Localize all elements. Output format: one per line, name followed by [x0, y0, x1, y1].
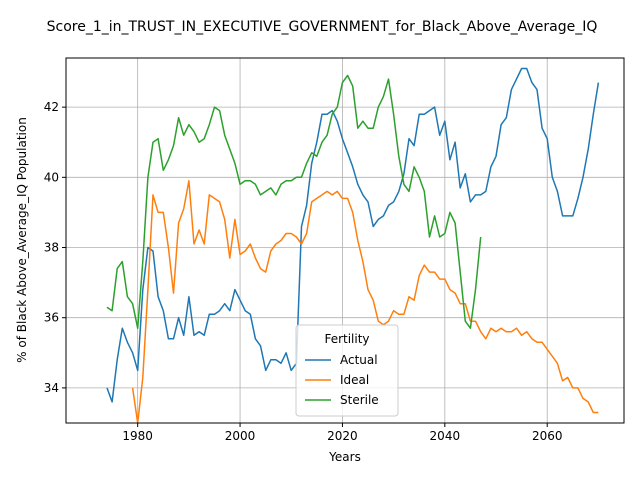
x-tick-label: 2060 — [532, 429, 563, 443]
series-line-actual — [106, 67, 600, 403]
legend: Fertility Actual Ideal Sterile — [295, 324, 399, 417]
x-axis-label: Years — [328, 450, 361, 464]
y-axis: 34 36 38 40 42 — [44, 100, 66, 395]
x-tick-label: 2040 — [430, 429, 461, 443]
series-line-ideal — [131, 180, 599, 424]
plot-frame — [65, 57, 625, 424]
series-layer — [106, 67, 600, 424]
y-tick-label: 40 — [44, 170, 59, 184]
y-tick-label: 42 — [44, 100, 59, 114]
x-tick-label: 2020 — [327, 429, 358, 443]
legend-label-ideal: Ideal — [340, 373, 369, 387]
series-line-sterile — [106, 74, 482, 329]
legend-label-sterile: Sterile — [340, 393, 379, 407]
y-tick-label: 38 — [44, 241, 59, 255]
x-tick-label: 2000 — [225, 429, 256, 443]
x-axis: 1980 2000 2020 2040 2060 — [122, 423, 562, 443]
y-tick-label: 36 — [44, 311, 59, 325]
x-tick-label: 1980 — [122, 429, 153, 443]
legend-title: Fertility — [324, 332, 369, 346]
legend-items: Actual Ideal Sterile — [305, 353, 379, 407]
chart-title: Score_1_in_TRUST_IN_EXECUTIVE_GOVERNMENT… — [47, 19, 598, 35]
legend-box — [295, 324, 399, 417]
y-tick-label: 34 — [44, 381, 59, 395]
legend-label-actual: Actual — [340, 353, 378, 367]
y-axis-label: % of Black Above_Average_IQ Population — [15, 117, 29, 363]
